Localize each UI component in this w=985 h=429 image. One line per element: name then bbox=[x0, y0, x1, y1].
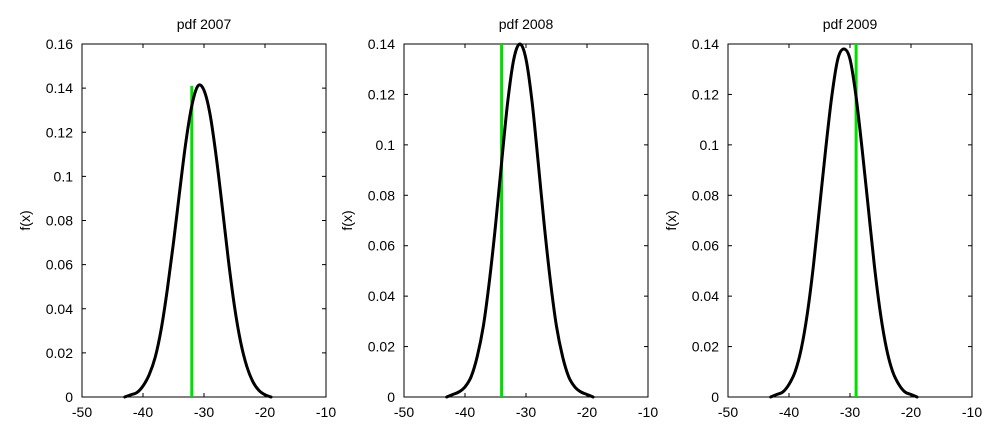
x-tick-label: -40 bbox=[779, 404, 799, 420]
axes-frame bbox=[81, 43, 327, 398]
chart-title: pdf 2008 bbox=[499, 16, 554, 32]
y-tick-label: 0.12 bbox=[692, 86, 719, 102]
y-axis-label: f(x) bbox=[339, 210, 355, 230]
chart-panel-2008: pdf 2008 f(x) -50 -40 -30 -20 -10 0 0.02 0.04 0.06… bbox=[339, 16, 658, 420]
y-tick-label: 0.14 bbox=[46, 80, 73, 96]
y-tick-label: 0.16 bbox=[46, 36, 73, 52]
y-axis-label: f(x) bbox=[17, 210, 33, 230]
pdf-curve bbox=[123, 83, 273, 399]
y-tick-label: 0.02 bbox=[46, 345, 73, 361]
y-tick-label: 0.14 bbox=[368, 36, 395, 52]
chart-panel-2009: pdf 2009 f(x) -50 -40 -30 -20 -10 0 0.02 0.04 0.06… bbox=[663, 16, 982, 420]
y-tick-label: 0.04 bbox=[46, 301, 73, 317]
y-tick-label: 0.04 bbox=[368, 288, 395, 304]
axes-frame bbox=[403, 43, 649, 398]
y-tick-label: 0.08 bbox=[692, 187, 719, 203]
y-tick-label: 0.06 bbox=[368, 238, 395, 254]
chart-title: pdf 2007 bbox=[177, 16, 232, 32]
x-tick-label: -30 bbox=[840, 404, 860, 420]
y-tick-label: 0.1 bbox=[54, 168, 74, 184]
y-tick-label: 0.12 bbox=[46, 124, 73, 140]
pdf-curve bbox=[769, 47, 919, 399]
x-tick-label: -20 bbox=[255, 404, 275, 420]
y-tick-label: 0.1 bbox=[700, 137, 720, 153]
pdf-curve bbox=[445, 42, 595, 399]
y-tick-label: 0.12 bbox=[368, 86, 395, 102]
y-tick-label: 0.06 bbox=[46, 257, 73, 273]
y-tick-label: 0.08 bbox=[368, 187, 395, 203]
x-tick-label: -50 bbox=[72, 404, 92, 420]
y-tick-label: 0 bbox=[65, 389, 73, 405]
x-tick-label: -10 bbox=[316, 404, 336, 420]
x-tick-label: -20 bbox=[577, 404, 597, 420]
axes-frame bbox=[727, 43, 973, 398]
x-tick-label: -30 bbox=[516, 404, 536, 420]
y-tick-label: 0 bbox=[711, 389, 719, 405]
x-tick-label: -10 bbox=[962, 404, 982, 420]
y-tick-label: 0.02 bbox=[692, 339, 719, 355]
x-tick-label: -40 bbox=[133, 404, 153, 420]
chart-title: pdf 2009 bbox=[823, 16, 878, 32]
y-tick-label: 0.14 bbox=[692, 36, 719, 52]
chart-panel-2007: pdf 2007 f(x) -50 -40 -30 -20 -10 0 0.02 0.04 0.06… bbox=[17, 16, 336, 420]
x-tick-label: -50 bbox=[718, 404, 738, 420]
x-tick-label: -10 bbox=[638, 404, 658, 420]
x-tick-label: -30 bbox=[194, 404, 214, 420]
y-tick-label: 0.1 bbox=[376, 137, 396, 153]
y-tick-label: 0.08 bbox=[46, 213, 73, 229]
y-tick-label: 0.06 bbox=[692, 238, 719, 254]
x-tick-label: -40 bbox=[455, 404, 475, 420]
y-tick-label: 0 bbox=[387, 389, 395, 405]
y-tick-label: 0.02 bbox=[368, 339, 395, 355]
x-tick-label: -50 bbox=[394, 404, 414, 420]
y-axis-label: f(x) bbox=[663, 210, 679, 230]
y-tick-label: 0.04 bbox=[692, 288, 719, 304]
x-tick-label: -20 bbox=[901, 404, 921, 420]
